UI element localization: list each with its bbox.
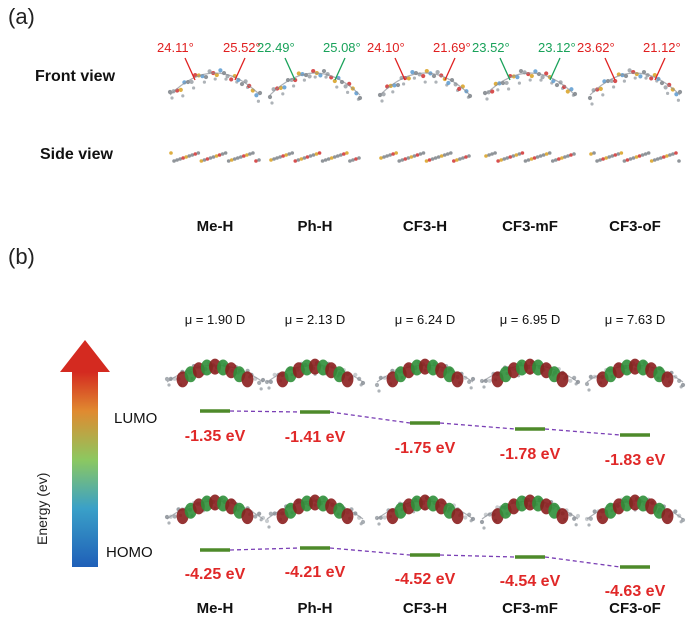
angle-right: 23.12°: [538, 40, 576, 55]
homo-energy: -4.25 eV: [184, 566, 246, 583]
dipole-moment: μ = 6.95 D: [499, 312, 561, 327]
homo-label: HOMO: [106, 544, 153, 561]
molecule-name: CF3-mF: [502, 218, 558, 235]
molecule-name: CF3-oF: [609, 600, 661, 617]
molecule-name: Me-H: [196, 600, 234, 617]
lumo-label: LUMO: [114, 410, 158, 427]
front-view-molecules: [167, 57, 683, 106]
dipole-moment: μ = 7.63 D: [604, 312, 666, 327]
homo-energy: -4.21 eV: [284, 564, 346, 581]
homo-connector: [229, 547, 301, 551]
angle-right: 21.69°: [433, 40, 471, 55]
lumo-connector: [329, 411, 411, 424]
lumo-energy: -1.35 eV: [184, 428, 246, 445]
homo-energy: -4.54 eV: [499, 573, 561, 590]
energy-arrow: [60, 340, 110, 567]
molecule-name: CF3-H: [402, 218, 448, 235]
angle-left: 23.62°: [577, 40, 615, 55]
angle-right: 25.08°: [323, 40, 361, 55]
dipole-moment: μ = 6.24 D: [394, 312, 456, 327]
lumo-energy: -1.41 eV: [284, 429, 346, 446]
dipole-moment: μ = 1.90 D: [184, 312, 246, 327]
panel-b-label: (b): [8, 244, 35, 269]
homo-connector: [329, 547, 411, 556]
molecule-name: Ph-H: [297, 218, 333, 235]
homo-energy: -4.63 eV: [604, 583, 666, 600]
front-view-label: Front view: [35, 68, 116, 85]
side-view-molecules: [169, 151, 681, 163]
angle-right: 25.52°: [223, 40, 261, 55]
homo-connector: [439, 554, 516, 558]
homo-connector: [544, 556, 621, 568]
lumo-energy: -1.75 eV: [394, 440, 456, 457]
angle-left: 24.10°: [367, 40, 405, 55]
lumo-energy: -1.83 eV: [604, 452, 666, 469]
molecule-name: CF3-oF: [609, 218, 661, 235]
lumo-connector: [229, 410, 301, 413]
molecule-name: CF3-H: [402, 600, 448, 617]
angle-left: 22.49°: [257, 40, 295, 55]
homo-orbital-images: [164, 494, 686, 530]
molecule-name: Me-H: [196, 218, 234, 235]
dipole-moment: μ = 2.13 D: [284, 312, 346, 327]
lumo-energy: -1.78 eV: [499, 446, 561, 463]
molecule-name: Ph-H: [297, 600, 333, 617]
angle-right: 21.12°: [643, 40, 681, 55]
side-view-label: Side view: [40, 146, 113, 163]
lumo-connector: [544, 428, 621, 436]
energy-levels: [200, 409, 650, 569]
molecule-name: CF3-mF: [502, 600, 558, 617]
energy-axis-label: Energy (ev): [34, 472, 50, 545]
angle-left: 23.52°: [472, 40, 510, 55]
panel-a-label: (a): [8, 4, 35, 29]
lumo-connector: [439, 422, 516, 430]
lumo-orbital-images: [164, 358, 686, 393]
homo-energy: -4.52 eV: [394, 571, 456, 588]
angle-left: 24.11°: [157, 40, 194, 55]
